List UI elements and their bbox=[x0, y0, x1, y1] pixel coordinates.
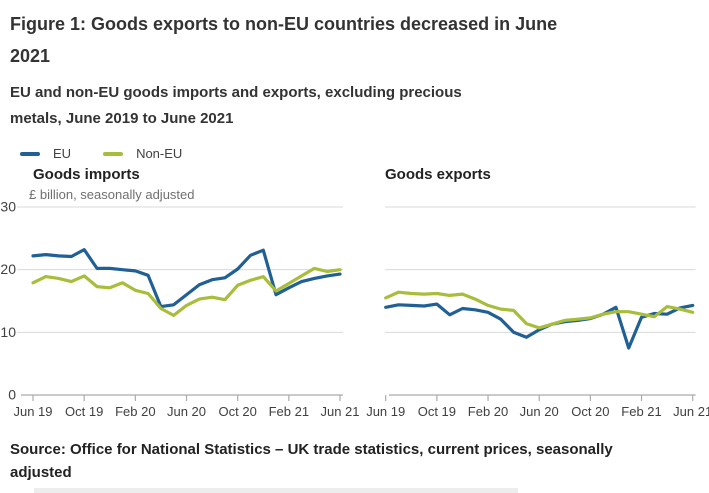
imports-chart-title: Goods imports bbox=[33, 166, 140, 183]
svg-text:Jun 19: Jun 19 bbox=[13, 404, 52, 419]
svg-text:Oct 20: Oct 20 bbox=[219, 404, 257, 419]
figure-subtitle: EU and non-EU goods imports and exports,… bbox=[10, 84, 462, 127]
source-note: Source: Office for National Statistics –… bbox=[10, 441, 613, 482]
svg-text:Feb 20: Feb 20 bbox=[115, 404, 155, 419]
svg-text:Oct 20: Oct 20 bbox=[571, 404, 609, 419]
imports-unit-label: £ billion, seasonally adjusted bbox=[29, 187, 195, 202]
svg-text:20: 20 bbox=[0, 261, 16, 277]
svg-text:Feb 21: Feb 21 bbox=[269, 404, 309, 419]
svg-text:Oct 19: Oct 19 bbox=[65, 404, 103, 419]
legend-item-non-eu: Non-EU bbox=[103, 146, 182, 161]
svg-text:0: 0 bbox=[8, 387, 16, 403]
figure-title: Figure 1: Goods exports to non-EU countr… bbox=[10, 14, 558, 67]
svg-text:30: 30 bbox=[0, 199, 16, 215]
imports-chart: Jun 19 Oct 19 Feb 20 Jun 20 Oct 20 Feb 21 Jun … bbox=[0, 199, 359, 420]
svg-text:Jun 21: Jun 21 bbox=[320, 404, 359, 419]
svg-text:Jun 20: Jun 20 bbox=[520, 404, 559, 419]
legend: EU Non-EU bbox=[20, 146, 214, 161]
bottom-divider bbox=[34, 488, 518, 493]
svg-text:Jun 19: Jun 19 bbox=[366, 404, 405, 419]
exports-chart-title: Goods exports bbox=[385, 166, 491, 183]
eu-line-swatch-icon bbox=[20, 151, 40, 156]
svg-text:Feb 21: Feb 21 bbox=[621, 404, 661, 419]
legend-label-eu: EU bbox=[53, 146, 72, 161]
svg-text:Feb 20: Feb 20 bbox=[468, 404, 508, 419]
legend-label-non-eu: Non-EU bbox=[136, 146, 183, 161]
svg-text:Jun 21: Jun 21 bbox=[673, 404, 709, 419]
svg-text:Oct 19: Oct 19 bbox=[418, 404, 456, 419]
svg-text:Jun 20: Jun 20 bbox=[167, 404, 206, 419]
legend-item-eu: EU bbox=[20, 146, 71, 161]
exports-chart: Jun 19 Oct 19 Feb 20 Jun 20 Oct 20 Feb 21 Jun … bbox=[366, 206, 709, 419]
svg-text:10: 10 bbox=[0, 324, 16, 340]
non-eu-line-swatch-icon bbox=[103, 151, 124, 156]
